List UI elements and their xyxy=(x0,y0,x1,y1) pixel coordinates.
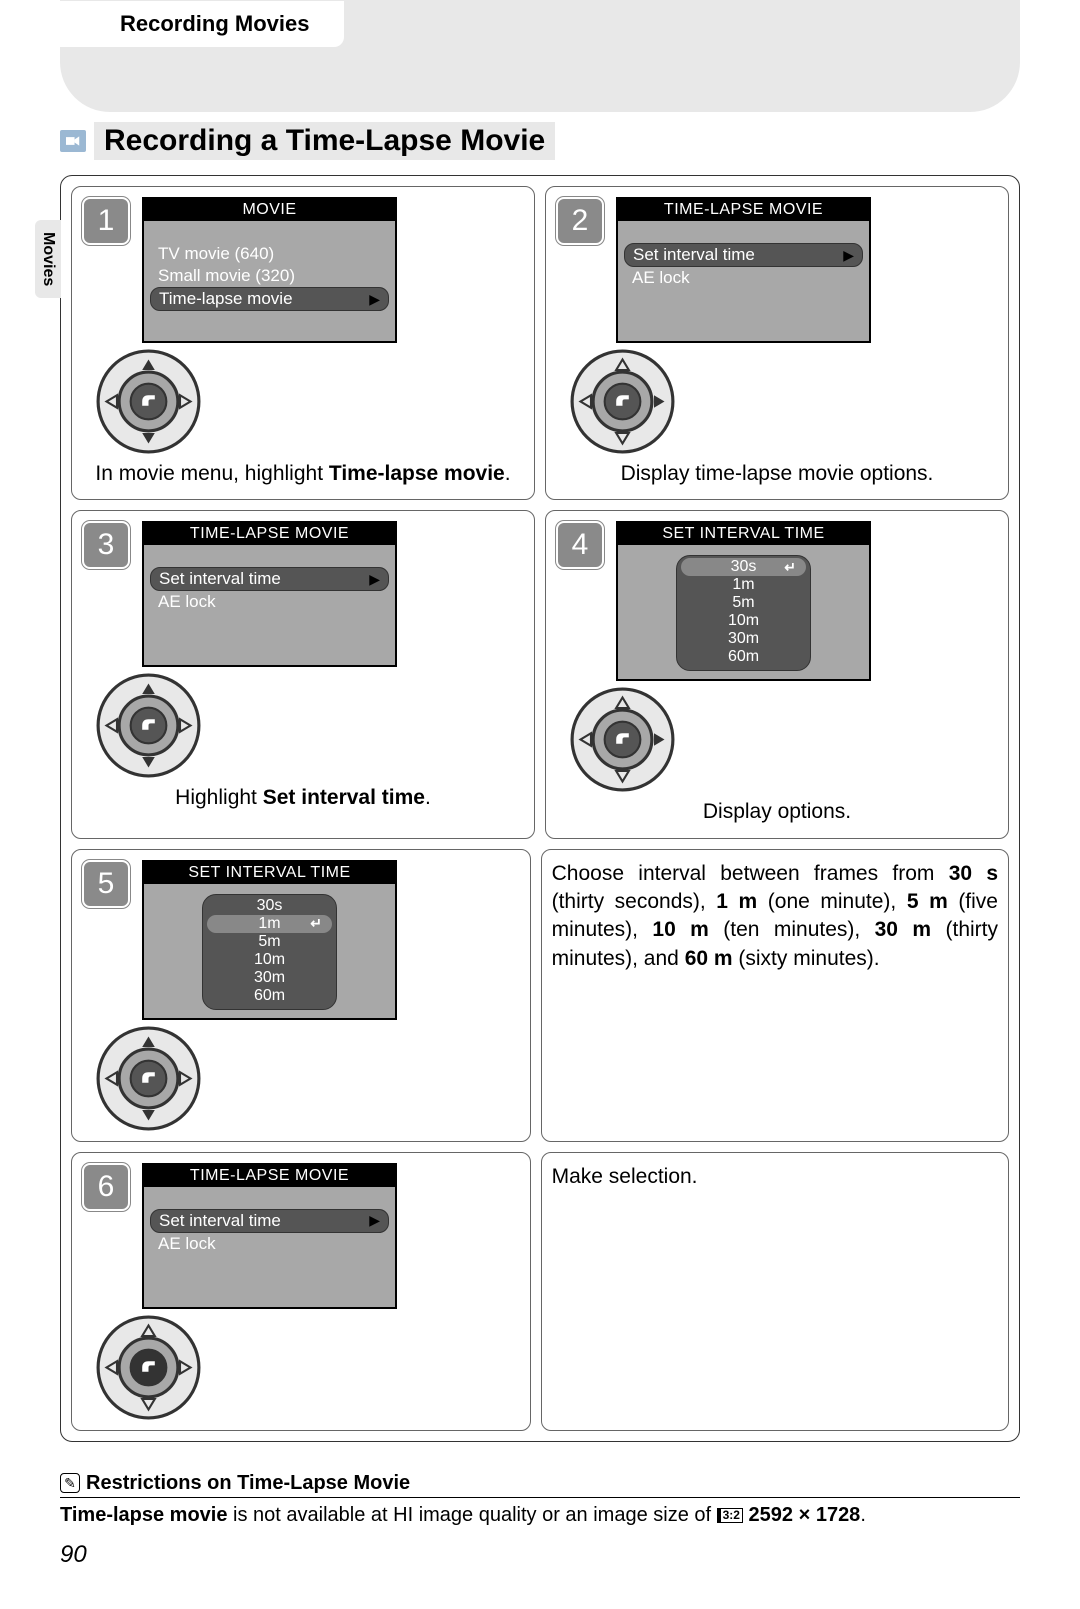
step-1: 1 MOVIE TV movie (640) Small movie (320)… xyxy=(71,186,535,500)
step-6-text: Make selection. xyxy=(541,1152,1009,1431)
movie-icon xyxy=(60,130,86,152)
screen-tlm-options: TIME-LAPSE MOVIE Set interval time▶ AE l… xyxy=(616,197,871,343)
interval-item: 30m xyxy=(203,969,336,987)
step-3: 3 TIME-LAPSE MOVIE Set interval time▶ AE… xyxy=(71,510,535,838)
pencil-icon: ✎ xyxy=(60,1473,80,1493)
interval-item: 10m xyxy=(203,951,336,969)
ratio-icon: 3:2 xyxy=(717,1508,743,1523)
step-number: 5 xyxy=(82,860,130,908)
step-number: 6 xyxy=(82,1163,130,1211)
step-caption: Display time-lapse movie options. xyxy=(556,454,998,489)
screen-title: TIME-LAPSE MOVIE xyxy=(144,523,395,545)
chevron-right-icon: ▶ xyxy=(369,291,380,308)
screen-interval-30s: SET INTERVAL TIME 30s↵ 1m 5m 10m 30m 60m xyxy=(616,521,871,681)
menu-item: AE lock xyxy=(150,1233,389,1255)
step-6: 6 TIME-LAPSE MOVIE Set interval time▶ AE… xyxy=(71,1152,531,1431)
enter-icon: ↵ xyxy=(310,915,322,932)
interval-item-selected: 30s↵ xyxy=(681,558,806,576)
interval-item: 30m xyxy=(677,630,810,648)
dpad-icon xyxy=(96,1026,201,1131)
interval-list: 30s 1m↵ 5m 10m 30m 60m xyxy=(202,894,337,1010)
chevron-right-icon: ▶ xyxy=(843,247,854,264)
screen-title: SET INTERVAL TIME xyxy=(144,862,395,884)
dpad-icon xyxy=(570,349,675,454)
step-5-text: Choose interval between frames from 30 s… xyxy=(541,849,1009,1142)
screen-title: MOVIE xyxy=(144,199,395,221)
step-number: 3 xyxy=(82,521,130,569)
interval-item: 60m xyxy=(203,987,336,1005)
screen-tlm-highlight: TIME-LAPSE MOVIE Set interval time▶ AE l… xyxy=(142,521,397,667)
interval-item-selected: 1m↵ xyxy=(207,915,332,933)
menu-item: TV movie (640) xyxy=(150,243,389,265)
step-5: 5 SET INTERVAL TIME 30s 1m↵ 5m 10m 30m 6… xyxy=(71,849,531,1142)
chevron-right-icon: ▶ xyxy=(369,1212,380,1229)
menu-item: AE lock xyxy=(150,591,389,613)
dpad-icon xyxy=(96,349,201,454)
menu-item: AE lock xyxy=(624,267,863,289)
step-number: 1 xyxy=(82,197,130,245)
note-body: Time-lapse movie is not available at HI … xyxy=(60,1502,1020,1529)
interval-item: 30s xyxy=(203,897,336,915)
chevron-right-icon: ▶ xyxy=(369,571,380,588)
menu-item: Small movie (320) xyxy=(150,265,389,287)
menu-item-selected: Set interval time▶ xyxy=(624,243,863,267)
step-caption: Display options. xyxy=(556,792,998,827)
interval-item: 5m xyxy=(677,594,810,612)
page-number: 90 xyxy=(60,1541,1020,1569)
chapter-header: Recording Movies xyxy=(60,0,1020,112)
screen-title: TIME-LAPSE MOVIE xyxy=(144,1165,395,1187)
chapter-title: Recording Movies xyxy=(60,1,344,47)
menu-item-selected: Time-lapse movie▶ xyxy=(150,287,389,311)
dpad-icon xyxy=(96,1315,201,1420)
interval-item: 5m xyxy=(203,933,336,951)
step-2: 2 TIME-LAPSE MOVIE Set interval time▶ AE… xyxy=(545,186,1009,500)
steps-container: 1 MOVIE TV movie (640) Small movie (320)… xyxy=(60,175,1020,1442)
screen-title: TIME-LAPSE MOVIE xyxy=(618,199,869,221)
step-caption: In movie menu, highlight Time-lapse movi… xyxy=(82,454,524,489)
step-4: 4 SET INTERVAL TIME 30s↵ 1m 5m 10m 30m 6… xyxy=(545,510,1009,838)
section-title: Recording a Time-Lapse Movie xyxy=(94,122,555,160)
screen-title: SET INTERVAL TIME xyxy=(618,523,869,545)
step-number: 2 xyxy=(556,197,604,245)
enter-icon: ↵ xyxy=(784,559,796,576)
menu-item-selected: Set interval time▶ xyxy=(150,1209,389,1233)
dpad-icon xyxy=(96,673,201,778)
screen-tlm-final: TIME-LAPSE MOVIE Set interval time▶ AE l… xyxy=(142,1163,397,1309)
interval-list: 30s↵ 1m 5m 10m 30m 60m xyxy=(676,555,811,671)
dpad-icon xyxy=(570,687,675,792)
interval-item: 1m xyxy=(677,576,810,594)
menu-item-selected: Set interval time▶ xyxy=(150,567,389,591)
screen-movie-menu: MOVIE TV movie (640) Small movie (320) T… xyxy=(142,197,397,343)
step-caption: Highlight Set interval time. xyxy=(82,778,524,813)
interval-item: 10m xyxy=(677,612,810,630)
screen-interval-1m: SET INTERVAL TIME 30s 1m↵ 5m 10m 30m 60m xyxy=(142,860,397,1020)
side-tab-movies: Movies xyxy=(35,220,61,298)
note-title: Restrictions on Time-Lapse Movie xyxy=(86,1472,410,1495)
note-restrictions: ✎ Restrictions on Time-Lapse Movie Time-… xyxy=(60,1472,1020,1529)
step-number: 4 xyxy=(556,521,604,569)
interval-item: 60m xyxy=(677,648,810,666)
